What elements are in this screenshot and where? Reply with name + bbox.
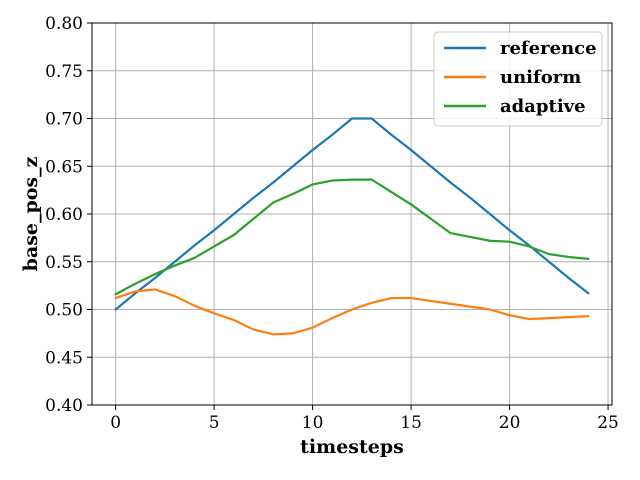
- axis-ticks: 0 5 10 15 20 25 0.40 0.45 0.50 0.55 0.60 0.65 0.70 0.…: [45, 14, 619, 433]
- series-line-uniform: [114, 288, 590, 336]
- x-tick-label: 5: [209, 413, 220, 433]
- x-tick-label: 20: [499, 413, 521, 433]
- series-line-adaptive: [114, 178, 590, 296]
- series-layer: [114, 117, 590, 336]
- x-tick-label: 25: [597, 413, 619, 433]
- y-tick-label: 0.70: [45, 110, 83, 130]
- y-tick-label: 0.80: [45, 14, 83, 34]
- y-axis-label: base_pos_z: [20, 156, 42, 271]
- y-tick-label: 0.50: [45, 301, 83, 321]
- y-tick-label: 0.40: [45, 396, 83, 416]
- y-tick-label: 0.65: [45, 157, 83, 177]
- y-tick-label: 0.55: [45, 253, 83, 273]
- legend-box: [433, 31, 603, 127]
- series-line-reference: [114, 117, 590, 311]
- x-tick-label: 10: [302, 413, 324, 433]
- y-tick-label: 0.45: [45, 348, 83, 368]
- y-tick-label: 0.60: [45, 205, 83, 225]
- y-tick-label: 0.75: [45, 62, 83, 82]
- x-tick-label: 0: [110, 413, 121, 433]
- legend-label-reference: reference: [500, 38, 597, 59]
- x-axis-label: timesteps: [300, 436, 404, 458]
- x-tick-label: 15: [400, 413, 422, 433]
- legend-label-uniform: uniform: [500, 67, 581, 88]
- legend: reference uniform adaptive: [433, 31, 603, 127]
- legend-label-adaptive: adaptive: [500, 96, 586, 117]
